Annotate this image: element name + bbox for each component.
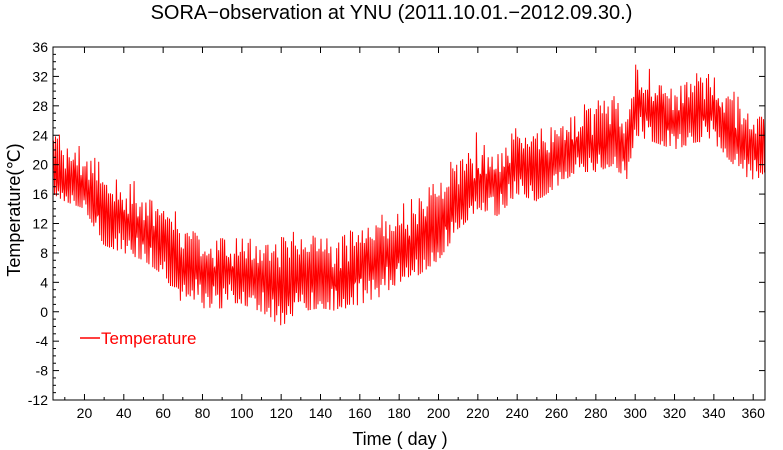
legend-label: Temperature xyxy=(101,329,196,348)
y-tick-label: 32 xyxy=(32,68,48,84)
y-axis-ticks: -12 -8 -4 0 4 8 12 16 20 24 28 32 36 xyxy=(28,39,765,408)
y-tick-label: -8 xyxy=(36,363,49,379)
y-tick-label: -12 xyxy=(28,392,48,408)
x-tick-label: 320 xyxy=(663,405,687,421)
x-tick-label: 20 xyxy=(77,405,93,421)
x-tick-label: 180 xyxy=(387,405,411,421)
y-tick-label: 36 xyxy=(32,39,48,55)
y-tick-label: 8 xyxy=(40,245,48,261)
x-tick-label: 300 xyxy=(624,405,648,421)
x-axis-label: Time ( day ) xyxy=(352,429,447,449)
x-tick-label: 120 xyxy=(269,405,293,421)
temperature-series-line xyxy=(52,64,766,326)
x-tick-label: 60 xyxy=(155,405,171,421)
y-tick-label: -4 xyxy=(36,333,49,349)
x-tick-label: 80 xyxy=(195,405,211,421)
x-tick-label: 260 xyxy=(545,405,569,421)
x-tick-label: 100 xyxy=(230,405,254,421)
x-tick-label: 240 xyxy=(505,405,529,421)
x-tick-label: 160 xyxy=(348,405,372,421)
x-tick-label: 340 xyxy=(702,405,726,421)
x-tick-label: 200 xyxy=(427,405,451,421)
y-axis-label: Temperature(℃) xyxy=(4,143,24,276)
x-tick-label: 360 xyxy=(742,405,766,421)
chart-title: SORA−observation at YNU (2011.10.01.−201… xyxy=(150,2,633,24)
x-tick-label: 140 xyxy=(309,405,333,421)
temperature-line xyxy=(52,64,766,326)
y-tick-label: 12 xyxy=(32,216,48,232)
legend: Temperature xyxy=(80,329,196,348)
y-tick-label: 20 xyxy=(32,157,48,173)
x-tick-label: 40 xyxy=(116,405,132,421)
y-tick-label: 0 xyxy=(40,304,48,320)
x-axis-ticks: 20 40 60 80 100 120 140 160 180 200 220 240 260 280 30… xyxy=(64,47,766,421)
x-tick-label: 220 xyxy=(466,405,490,421)
x-tick-label: 280 xyxy=(584,405,608,421)
y-tick-label: 28 xyxy=(32,98,48,114)
y-tick-label: 16 xyxy=(32,186,48,202)
y-tick-label: 4 xyxy=(40,274,48,290)
y-tick-label: 24 xyxy=(32,127,48,143)
